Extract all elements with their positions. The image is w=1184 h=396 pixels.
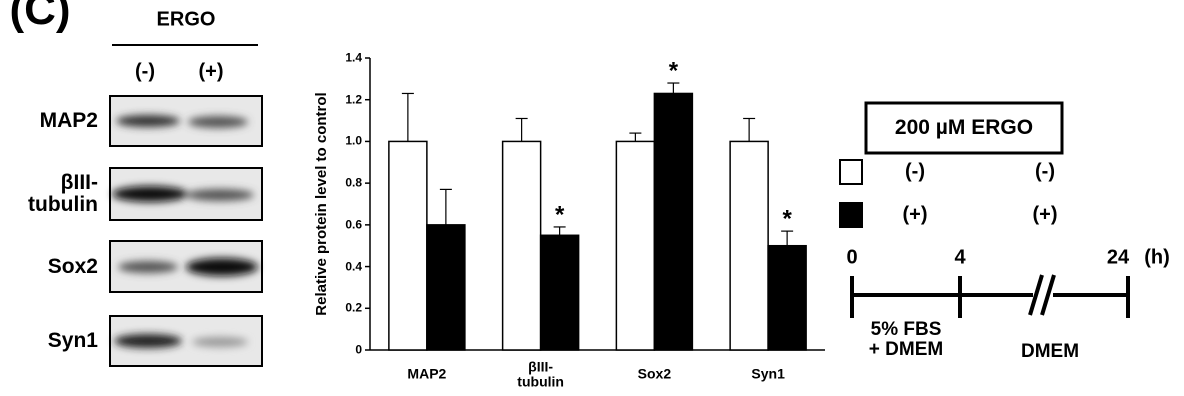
bar xyxy=(389,141,427,350)
bar xyxy=(427,225,465,350)
x-tick-label: MAP2 xyxy=(397,367,457,382)
blot-bands xyxy=(112,115,258,348)
treatment-title: 200 µM ERGO xyxy=(895,117,1033,139)
significance-marker: * xyxy=(555,202,564,227)
legend-swatch xyxy=(840,160,862,184)
band xyxy=(112,186,188,202)
protein-label: Syn1 xyxy=(14,330,98,352)
time-label: 24 xyxy=(1107,248,1129,269)
bar xyxy=(616,141,654,350)
legend-label: (+) xyxy=(1033,205,1058,226)
y-tick-label: 1.0 xyxy=(345,135,362,148)
phase-label: 5% FBS + DMEM xyxy=(869,320,943,360)
x-tick-label: Sox2 xyxy=(624,367,684,382)
legend-label: (+) xyxy=(903,205,928,226)
protein-label: Sox2 xyxy=(14,256,98,278)
panel-label: (C) xyxy=(9,0,70,33)
time-unit: (h) xyxy=(1144,248,1170,269)
band xyxy=(188,116,248,128)
y-tick-label: 0.6 xyxy=(345,219,362,232)
bar xyxy=(730,141,768,350)
y-tick-label: 0.2 xyxy=(345,302,362,315)
timeline xyxy=(852,275,1128,318)
legend-label: (-) xyxy=(1035,162,1055,183)
band xyxy=(186,189,254,201)
phase-label: DMEM xyxy=(1021,342,1079,362)
bar xyxy=(541,235,579,350)
lane-label: (+) xyxy=(199,62,224,83)
time-label: 4 xyxy=(954,248,965,269)
lane-label: (-) xyxy=(135,62,155,83)
bar xyxy=(503,141,541,350)
time-label: 0 xyxy=(846,248,857,269)
figure: (C) ERGO (-) (+) MAP2 βIII-tubulin Sox2 Syn1 Rel… xyxy=(0,0,1184,396)
x-tick-label: Syn1 xyxy=(738,367,798,382)
significance-marker: * xyxy=(669,58,678,83)
y-tick-label: 0.4 xyxy=(345,260,362,273)
protein-label: βIII-tubulin xyxy=(14,172,98,216)
treatment-label: ERGO xyxy=(157,10,216,31)
significance-marker: * xyxy=(782,207,791,232)
x-tick-label: βIII-tubulin xyxy=(511,359,571,388)
band xyxy=(118,261,178,273)
y-tick-label: 0.8 xyxy=(345,177,362,190)
band xyxy=(114,334,182,348)
y-axis-label: Relative protein level to control xyxy=(314,92,330,315)
y-tick-label: 0 xyxy=(355,344,362,357)
figure-graphics xyxy=(0,0,1184,396)
blot-rows xyxy=(110,96,262,366)
legend-swatch xyxy=(840,203,862,227)
legend-label: (-) xyxy=(905,162,925,183)
protein-label: MAP2 xyxy=(14,110,98,132)
y-tick-label: 1.4 xyxy=(345,52,362,65)
bar xyxy=(768,246,806,350)
bar xyxy=(654,93,692,350)
y-tick-label: 1.2 xyxy=(345,93,362,106)
band xyxy=(116,115,180,127)
band xyxy=(192,337,248,347)
band xyxy=(186,258,258,276)
